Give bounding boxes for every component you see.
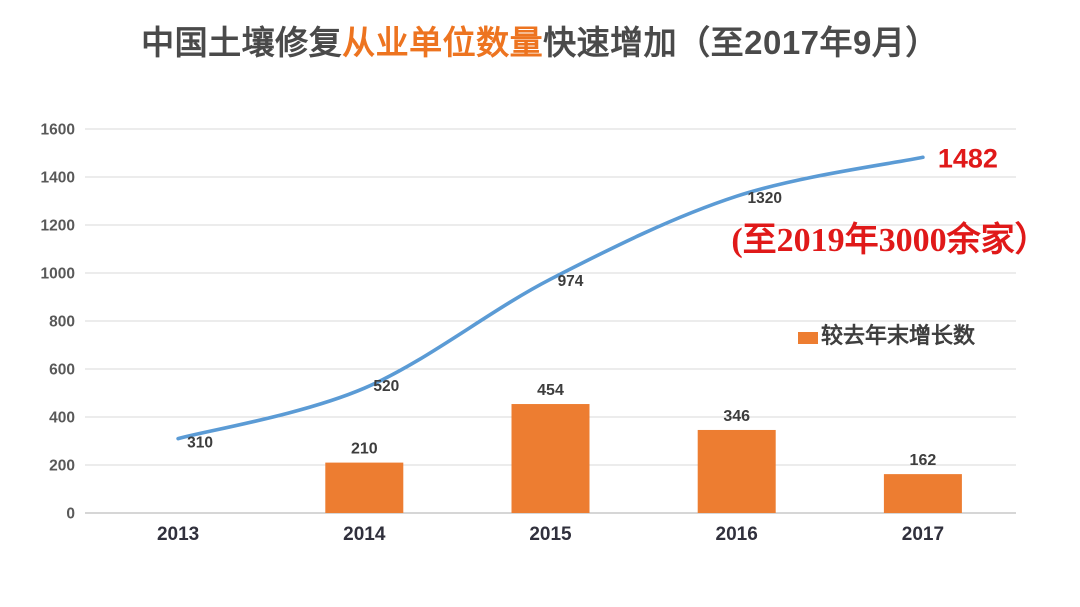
bar-value-label: 346 [723, 408, 750, 425]
annotation-note: (至2019年3000余家） [731, 222, 1049, 259]
bar-2017 [883, 474, 962, 513]
line-point-label: 310 [187, 435, 213, 452]
bar-2015 [511, 404, 590, 513]
y-tick-label: 1000 [41, 266, 75, 283]
title-suffix: 快速增加（至2017年9月） [543, 24, 939, 61]
y-tick-label: 200 [49, 458, 75, 475]
final-value-label: 1482 [938, 143, 998, 173]
title-prefix: 中国土壤修复 [141, 24, 343, 61]
y-tick-label: 0 [66, 506, 75, 523]
x-axis-label: 2014 [343, 524, 386, 545]
bar-value-label: 210 [351, 441, 378, 458]
y-tick-label: 1200 [41, 218, 75, 235]
x-axis-label: 2015 [529, 524, 572, 545]
legend-label: 较去年末增长数 [821, 323, 976, 348]
line-point-label: 1320 [747, 190, 781, 207]
y-tick-label: 800 [49, 314, 75, 331]
x-axis-label: 2017 [902, 524, 944, 545]
line-series [176, 155, 925, 441]
bar-2016 [697, 429, 776, 513]
title-highlight: 从业单位数量 [342, 24, 544, 61]
line-point-label: 520 [373, 378, 399, 395]
y-tick-label: 600 [49, 362, 75, 379]
x-axis-label: 2013 [157, 524, 199, 545]
line-point-label: 974 [558, 273, 584, 290]
y-tick-label: 1600 [41, 122, 75, 139]
y-tick-label: 1400 [41, 170, 75, 187]
chart-title: 中国土壤修复从业单位数量快速增加（至2017年9月） [0, 22, 1080, 65]
legend: 较去年末增长数 [798, 325, 975, 347]
bar-value-label: 162 [910, 452, 937, 469]
y-tick-label: 400 [49, 410, 75, 427]
x-axis-label: 2016 [716, 524, 758, 545]
legend-swatch-icon [798, 331, 818, 344]
bar-2014 [325, 462, 404, 513]
bar-value-label: 454 [537, 382, 564, 399]
